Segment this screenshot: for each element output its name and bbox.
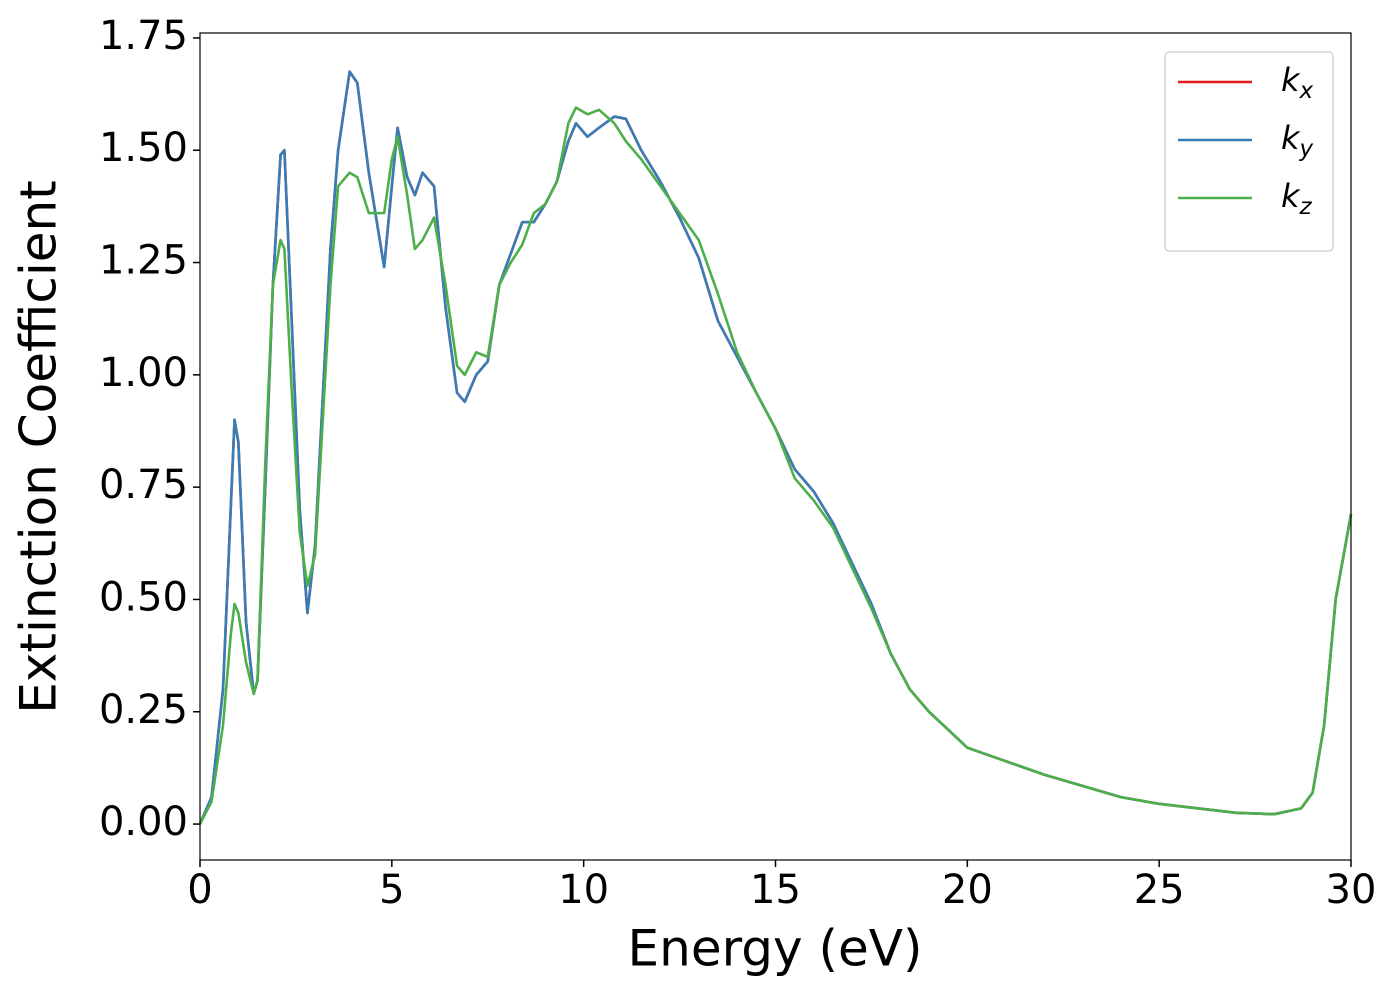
- plot-frame: [199, 32, 1352, 861]
- y-tick-label: 1.50: [99, 125, 188, 171]
- legend-label: kz: [1281, 177, 1313, 220]
- y-tick-label: 1.00: [99, 350, 188, 396]
- x-tick-label: 20: [942, 867, 993, 913]
- y-tick-label: 1.25: [99, 238, 188, 284]
- y-axis-label: Extinction Coefficient: [10, 180, 68, 714]
- y-tick-label: 0.00: [99, 799, 188, 845]
- x-tick-label: 25: [1134, 867, 1185, 913]
- x-tick-label: 30: [1326, 867, 1377, 913]
- y-tick-label: 0.75: [99, 462, 188, 508]
- x-tick-label: 5: [379, 867, 404, 913]
- series-line: [198, 106, 1353, 825]
- y-tick-label: 0.25: [99, 687, 188, 733]
- y-tick-label: 1.75: [99, 13, 188, 59]
- x-tick-label: 0: [187, 867, 212, 913]
- y-tick-label: 0.50: [99, 574, 188, 620]
- legend-box: [1164, 51, 1334, 252]
- x-tick-label: 10: [558, 867, 609, 913]
- x-tick-label: 15: [750, 867, 801, 913]
- legend-label: kx: [1281, 61, 1314, 104]
- legend-label: ky: [1281, 119, 1314, 162]
- x-axis-label: Energy (eV): [628, 920, 923, 978]
